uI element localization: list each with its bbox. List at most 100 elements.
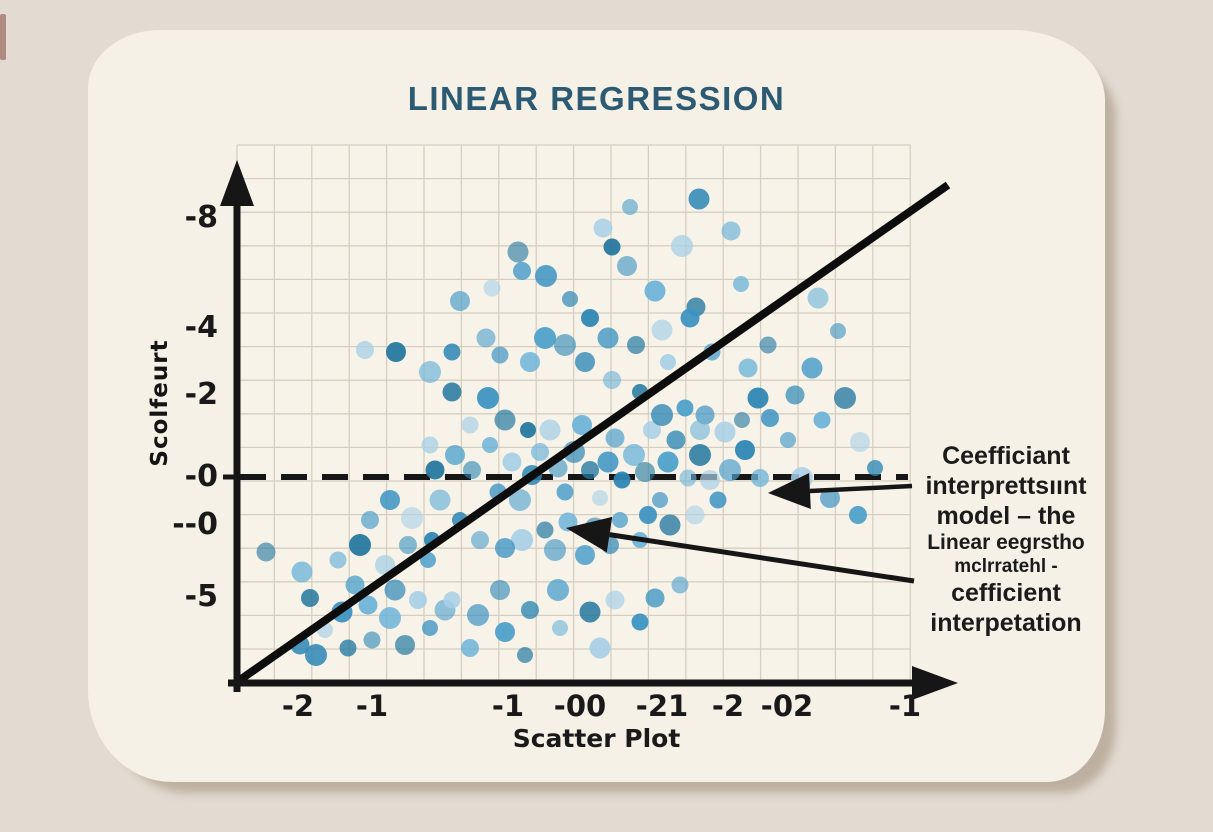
scatter-point bbox=[513, 262, 531, 280]
scatter-point bbox=[349, 534, 371, 556]
scatter-point bbox=[785, 385, 805, 405]
scatter-point bbox=[483, 279, 501, 297]
scatter-point bbox=[651, 404, 673, 426]
scatter-point bbox=[409, 591, 427, 609]
scatter-point bbox=[491, 346, 509, 364]
scatter-point bbox=[589, 637, 611, 659]
scatter-point bbox=[395, 635, 415, 655]
scatter-point bbox=[329, 551, 347, 569]
scatter-point bbox=[676, 399, 694, 417]
scatter-point bbox=[520, 352, 540, 372]
scatter-point bbox=[345, 575, 365, 595]
scatter-point bbox=[539, 419, 561, 441]
scatter-point bbox=[834, 387, 856, 409]
scatter-point bbox=[644, 280, 666, 302]
scatter-point bbox=[733, 276, 749, 292]
x-axis-arrow-head bbox=[912, 666, 958, 700]
scatter-point bbox=[562, 291, 578, 307]
scatter-point bbox=[867, 460, 883, 476]
scatter-point bbox=[536, 521, 554, 539]
scatter-point bbox=[593, 218, 613, 238]
scatter-point bbox=[613, 471, 631, 489]
scatter-point bbox=[572, 415, 592, 435]
scatter-point bbox=[579, 601, 601, 623]
upper-annotation-arrow-head bbox=[768, 472, 811, 509]
scatter-point bbox=[380, 490, 400, 510]
scatter-point bbox=[463, 461, 481, 479]
scatter-point bbox=[680, 308, 700, 328]
chart-title: LINEAR REGRESSION bbox=[407, 80, 786, 117]
scatter-point bbox=[659, 514, 681, 536]
scatter-point bbox=[467, 604, 489, 626]
scatter-point bbox=[477, 387, 499, 409]
scatter-point bbox=[627, 336, 645, 354]
scatter-point bbox=[751, 469, 769, 487]
scatter-point bbox=[471, 531, 489, 549]
scatter-point bbox=[714, 421, 736, 443]
scatter-point bbox=[494, 409, 516, 431]
scatter-point bbox=[482, 437, 498, 453]
scatter-point bbox=[666, 430, 686, 450]
x-axis-title: Scatter Plot bbox=[512, 724, 681, 753]
annotation-line: Linear eegrstho bbox=[927, 531, 1085, 554]
x-tick-label: -1 bbox=[355, 689, 389, 723]
y-tick-label: -0 bbox=[184, 459, 218, 494]
scatter-point bbox=[780, 432, 796, 448]
scatter-point bbox=[291, 561, 313, 583]
scatter-point bbox=[535, 265, 557, 287]
x-tick-label: -2 bbox=[711, 689, 745, 723]
scatter-point bbox=[657, 451, 679, 473]
scatter-point bbox=[361, 511, 379, 529]
annotation-line: mclrratehl - bbox=[954, 556, 1058, 577]
scatter-point bbox=[363, 631, 381, 649]
scatter-point bbox=[495, 622, 515, 642]
scatter-point bbox=[671, 235, 693, 257]
y-axis-title: Scolfeurt bbox=[147, 339, 173, 467]
scatter-point bbox=[461, 639, 479, 657]
scatter-point bbox=[386, 342, 406, 362]
scatter-point bbox=[623, 444, 645, 466]
upper-annotation-arrow-shaft bbox=[809, 483, 913, 494]
scatter-point bbox=[256, 542, 276, 562]
scatter-point bbox=[690, 420, 710, 440]
annotation-line: model – the bbox=[936, 502, 1076, 530]
scatter-point bbox=[738, 358, 758, 378]
scatter-point bbox=[401, 507, 423, 529]
scatter-point bbox=[801, 357, 823, 379]
scatter-point bbox=[502, 452, 522, 472]
scatter-point bbox=[645, 588, 665, 608]
scatter-point bbox=[605, 428, 625, 448]
scatter-point bbox=[688, 188, 710, 210]
scatter-point bbox=[521, 601, 539, 619]
scatter-point bbox=[450, 291, 470, 311]
scatter-point bbox=[592, 490, 608, 506]
x-tick-label: -02 bbox=[760, 689, 814, 723]
scatter-point bbox=[445, 445, 465, 465]
scatter-point bbox=[603, 238, 621, 256]
scatter-point bbox=[660, 354, 676, 370]
scatter-point bbox=[747, 387, 769, 409]
scatter-point bbox=[643, 421, 661, 439]
scatter-point bbox=[509, 489, 531, 511]
scatter-point bbox=[671, 576, 689, 594]
scatter-point bbox=[734, 412, 750, 428]
x-tick-label: -1 bbox=[888, 689, 922, 723]
scatter-point bbox=[425, 460, 445, 480]
scatter-point bbox=[830, 323, 846, 339]
scatter-point bbox=[517, 647, 533, 663]
scatter-point bbox=[709, 491, 727, 509]
scatter-point bbox=[375, 555, 395, 575]
y-tick-label: -2 bbox=[184, 377, 218, 412]
scatter-point bbox=[652, 492, 668, 508]
x-tick-label: -00 bbox=[553, 689, 607, 723]
annotation-line: interprettsıınt bbox=[925, 472, 1087, 500]
scatter-point bbox=[581, 309, 599, 327]
scatter-point bbox=[622, 199, 638, 215]
scatter-point bbox=[552, 620, 568, 636]
scatter-point bbox=[597, 327, 619, 349]
x-tick-label: -21 bbox=[635, 689, 689, 723]
scatter-point bbox=[419, 361, 441, 383]
scatter-point bbox=[507, 241, 529, 263]
scatter-point bbox=[639, 506, 657, 524]
